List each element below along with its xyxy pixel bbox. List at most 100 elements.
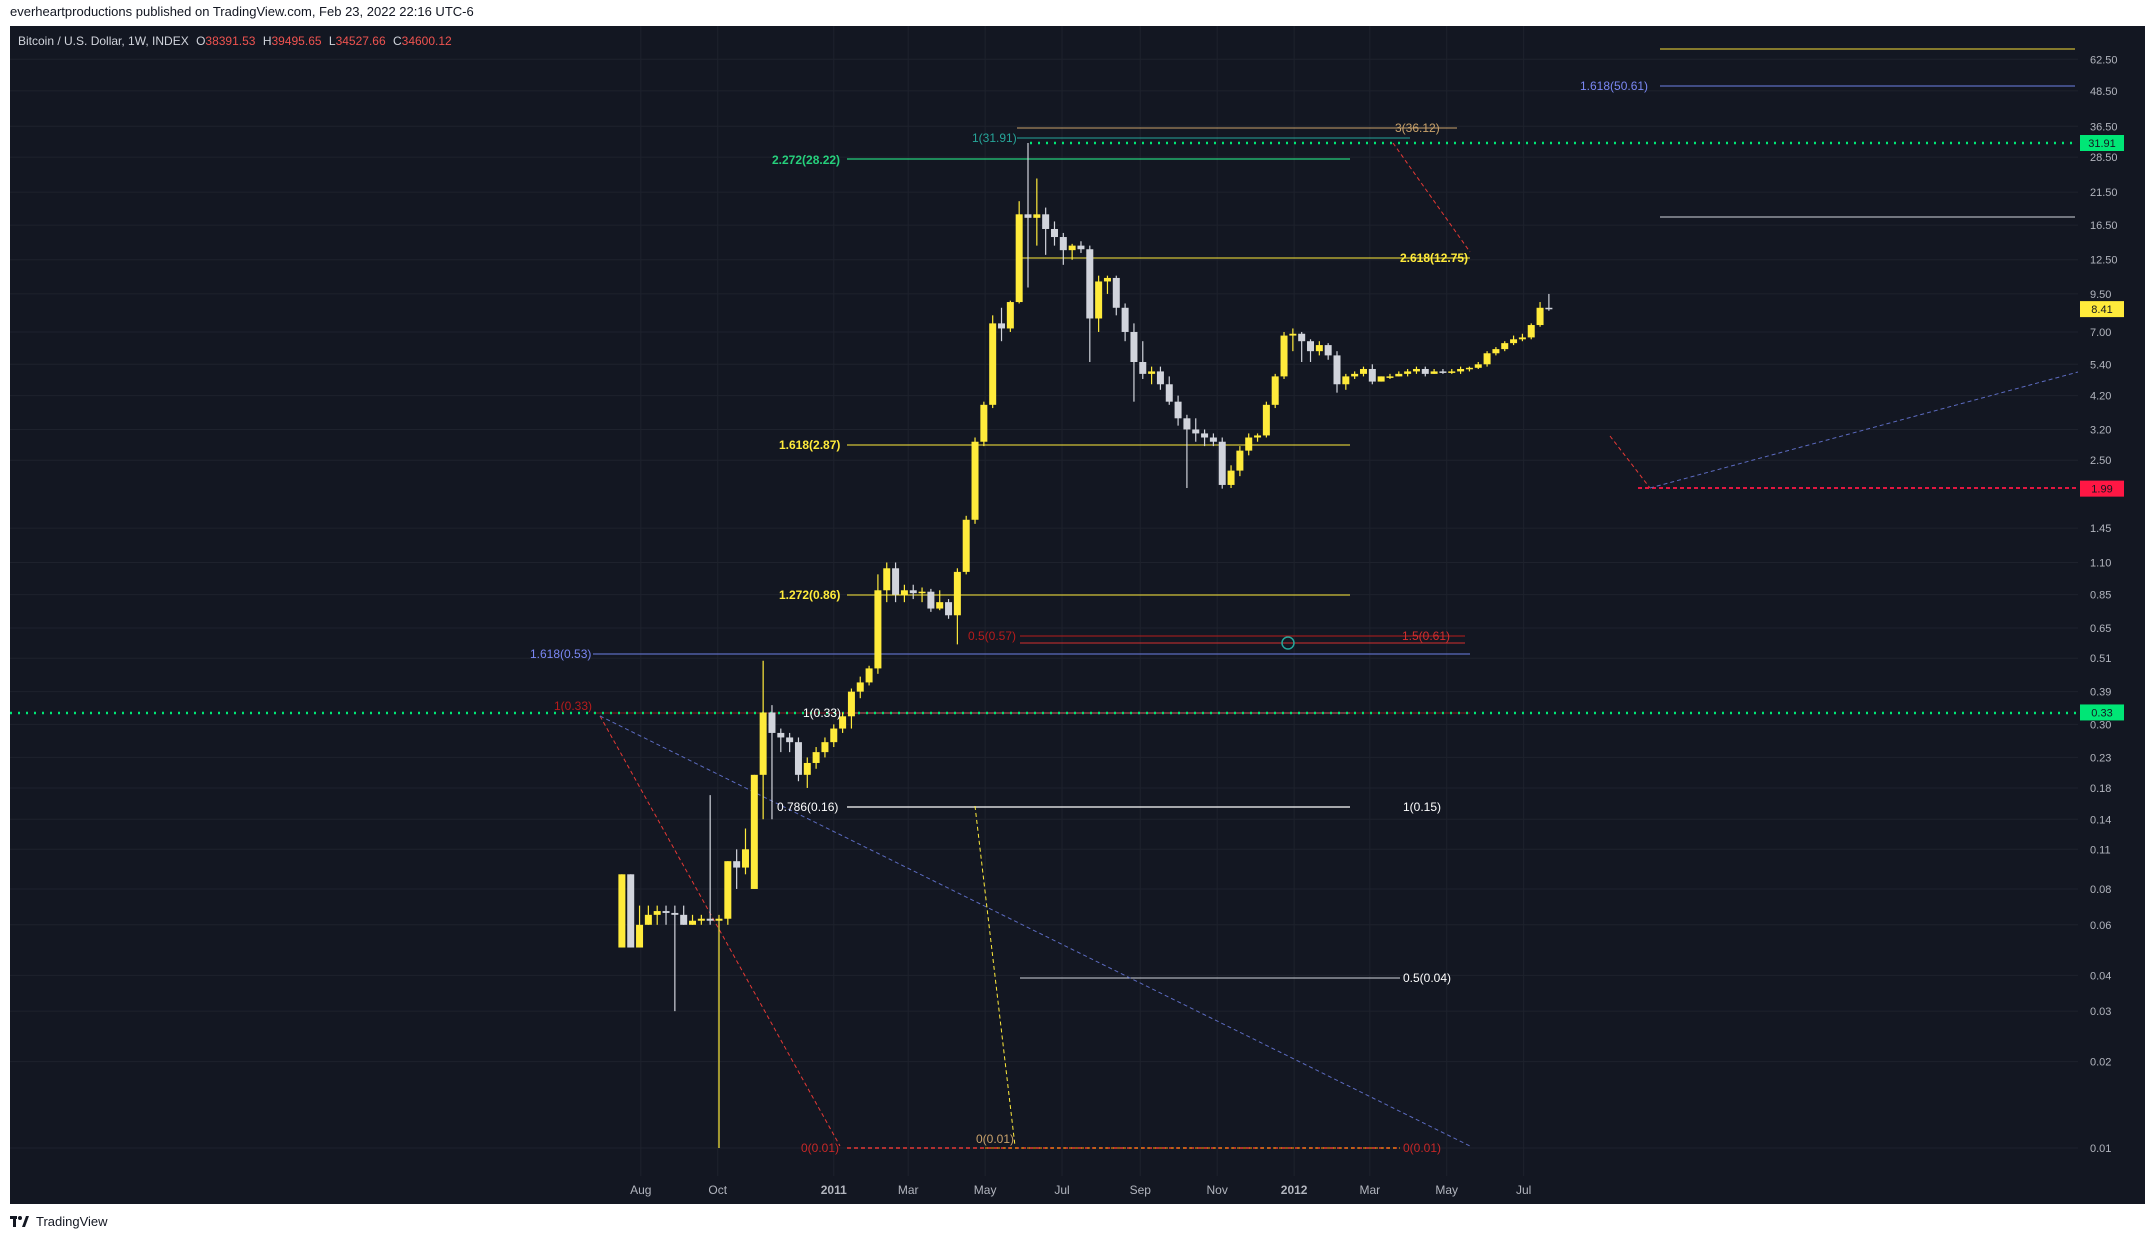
- price-tag-label: 31.91: [2088, 138, 2116, 150]
- drawing-tools: [10, 48, 2079, 1149]
- candle-body: [1077, 245, 1085, 250]
- candle-body: [1518, 337, 1526, 340]
- candle-body: [1536, 307, 1544, 326]
- fib-label: 2.618(12.75): [1400, 251, 1468, 265]
- candle-body: [909, 590, 917, 594]
- candle-body: [945, 602, 953, 616]
- candle-body: [1042, 214, 1050, 229]
- price-tag-label: 0.33: [2091, 707, 2112, 719]
- candle-body: [1457, 368, 1465, 372]
- candle-body: [1315, 345, 1323, 352]
- candle-body: [1245, 437, 1253, 451]
- price-tags: 31.91 8.41 1.99 0.33: [2080, 135, 2124, 721]
- candle-body: [1059, 237, 1067, 251]
- price-tick-label: 21.50: [2090, 187, 2118, 199]
- time-tick-label: Jul: [1516, 1183, 1531, 1197]
- candle-body: [1368, 368, 1376, 382]
- candle-body: [865, 668, 873, 683]
- candle-body: [1527, 325, 1535, 338]
- price-tick-label: 0.65: [2090, 623, 2111, 635]
- candle-body: [1492, 349, 1500, 354]
- candle-body: [1342, 376, 1350, 385]
- ohlc-open-label: O: [196, 34, 206, 48]
- footer-brand: TradingView: [36, 1214, 108, 1229]
- candle-body: [821, 742, 829, 753]
- price-tick-label: 0.14: [2090, 814, 2111, 826]
- fib-label: 0.786(0.16): [777, 800, 838, 814]
- candle-body: [636, 924, 644, 948]
- candle-body: [1510, 339, 1518, 344]
- chart-panel[interactable]: Bitcoin / U.S. Dollar, 1W, INDEX O38391.…: [10, 26, 2145, 1204]
- publish-info: everheartproductions published on Tradin…: [10, 4, 474, 19]
- candle-body: [1015, 214, 1023, 303]
- candle-body: [1289, 333, 1297, 336]
- price-tick-label: 9.50: [2090, 289, 2111, 301]
- time-tick-label: May: [1435, 1183, 1458, 1197]
- candle-body: [733, 861, 741, 868]
- candle-body: [1183, 418, 1191, 430]
- price-tick-label: 0.51: [2090, 653, 2111, 665]
- price-axis-bg: [2078, 26, 2145, 1204]
- candle-body: [1165, 384, 1173, 402]
- candle-body: [874, 590, 882, 669]
- candle-body: [1033, 214, 1041, 218]
- price-tick-label: 0.85: [2090, 590, 2111, 602]
- candle-body: [1501, 343, 1509, 350]
- time-tick-label: Aug: [630, 1183, 651, 1197]
- candle-body: [1465, 367, 1473, 370]
- candle-body: [980, 404, 988, 442]
- price-chart[interactable]: 1.618(50.61) 3(36.12) 1(31.91) 2.272(28.…: [10, 26, 2145, 1204]
- candle-body: [1439, 371, 1447, 373]
- pivot-marker: [1281, 636, 1295, 650]
- candle-body: [1236, 450, 1244, 471]
- chart-grid: [10, 26, 2080, 1176]
- candle-body: [750, 774, 758, 889]
- fib-label: 1(31.91): [972, 131, 1017, 145]
- fib-label: 0(0.01): [801, 1141, 839, 1155]
- fib-label: 1.272(0.86): [779, 588, 840, 602]
- candle-body: [1421, 368, 1429, 374]
- price-tick-label: 1.45: [2090, 523, 2111, 535]
- time-tick-label: 2011: [821, 1183, 847, 1197]
- candle-body: [936, 602, 944, 609]
- price-tag-label: 8.41: [2091, 304, 2112, 316]
- fib-label: 0(0.01): [1403, 1141, 1441, 1155]
- candle-body: [1262, 404, 1270, 436]
- time-tick-label: 2012: [1281, 1183, 1308, 1197]
- candle-body: [1483, 353, 1491, 365]
- price-axis: 62.50 48.50 36.50 28.50 21.50 16.50 12.50 9.50 7…: [2078, 26, 2145, 1204]
- price-tag: [2080, 704, 2124, 721]
- candle-body: [856, 682, 864, 692]
- candle-body: [644, 914, 652, 925]
- trend-dash-red-left: [599, 715, 841, 1147]
- candle-body: [971, 441, 979, 520]
- candle-body: [1404, 371, 1412, 374]
- ohlc-close-value: 34600.12: [401, 34, 452, 48]
- candle-body: [1139, 362, 1147, 374]
- price-tag: [2080, 480, 2124, 497]
- price-tick-label: 36.50: [2090, 121, 2118, 133]
- candle-body: [847, 691, 855, 717]
- candle-body: [900, 590, 908, 595]
- candle-body: [1324, 345, 1332, 356]
- price-tick-label: 1.10: [2090, 557, 2111, 569]
- tradingview-logo-icon: [10, 1215, 30, 1228]
- candle-body: [830, 728, 838, 743]
- price-tick-label: 0.06: [2090, 920, 2111, 932]
- price-tick-label: 0.04: [2090, 970, 2111, 982]
- candle-body: [706, 918, 714, 921]
- fib-label: 0(0.01): [976, 1132, 1014, 1146]
- candle-body: [1024, 214, 1032, 218]
- candle-body: [1386, 376, 1394, 378]
- footer: TradingView: [10, 1214, 108, 1229]
- candle-body: [883, 568, 891, 591]
- time-tick-label: May: [974, 1183, 997, 1197]
- candle-body: [689, 920, 697, 925]
- symbol-legend: Bitcoin / U.S. Dollar, 1W, INDEX O38391.…: [18, 34, 452, 48]
- ohlc-high-label: H: [262, 34, 272, 48]
- candle-body: [768, 712, 776, 733]
- price-tick-label: 0.39: [2090, 687, 2111, 699]
- ohlc-low-value: 34527.66: [335, 34, 386, 48]
- trend-dash-blue-left: [599, 715, 1471, 1147]
- fib-labels: 1.618(50.61) 3(36.12) 1(31.91) 2.272(28.…: [530, 79, 1648, 1155]
